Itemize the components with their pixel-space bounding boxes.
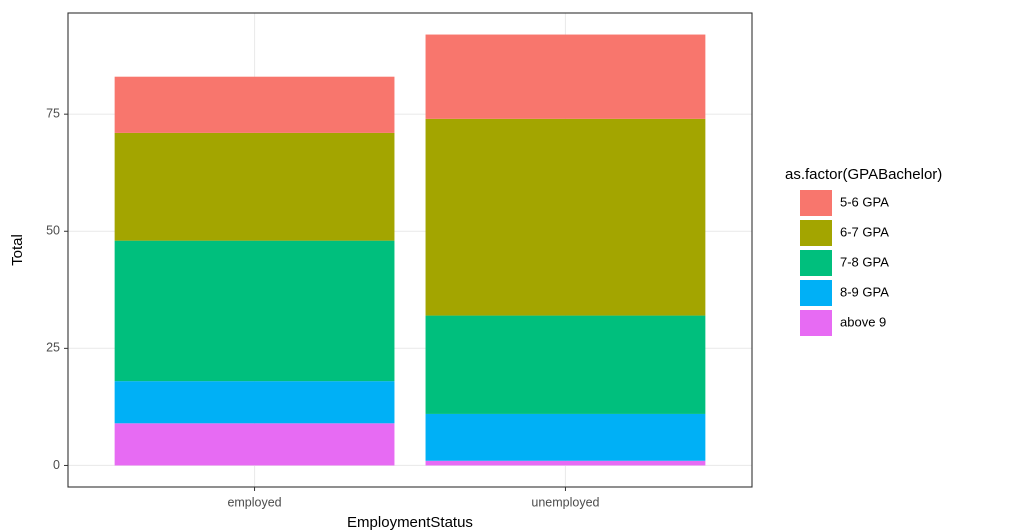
bar-segment [425,315,706,414]
legend-key [800,190,832,216]
y-tick-label: 50 [46,224,60,238]
y-tick-label: 25 [46,341,60,355]
legend-label: 7-8 GPA [840,254,889,269]
x-tick-label: employed [227,495,281,509]
x-tick-label: unemployed [531,495,599,509]
bar-segment [425,460,706,466]
bar-segment [425,118,706,316]
legend-title: as.factor(GPABachelor) [785,166,942,183]
legend-label: above 9 [840,314,886,329]
y-axis-title: Total [9,234,26,266]
bar-segment [114,381,395,424]
legend-label: 5-6 GPA [840,194,889,209]
legend-label: 6-7 GPA [840,224,889,239]
legend-key [800,280,832,306]
legend-key [800,220,832,246]
legend-key [800,310,832,336]
legend-key [800,250,832,276]
bar-segment [114,423,395,466]
panel-border [67,12,753,488]
bar-segment [425,413,706,461]
bar-segment [114,240,395,382]
bar-segment [114,132,395,241]
y-tick-label: 0 [53,458,60,472]
bar-segment [425,34,706,119]
y-tick-label: 75 [46,106,60,120]
legend-label: 8-9 GPA [840,284,889,299]
bar-segment [114,76,395,133]
x-axis-title: EmploymentStatus [347,514,473,531]
